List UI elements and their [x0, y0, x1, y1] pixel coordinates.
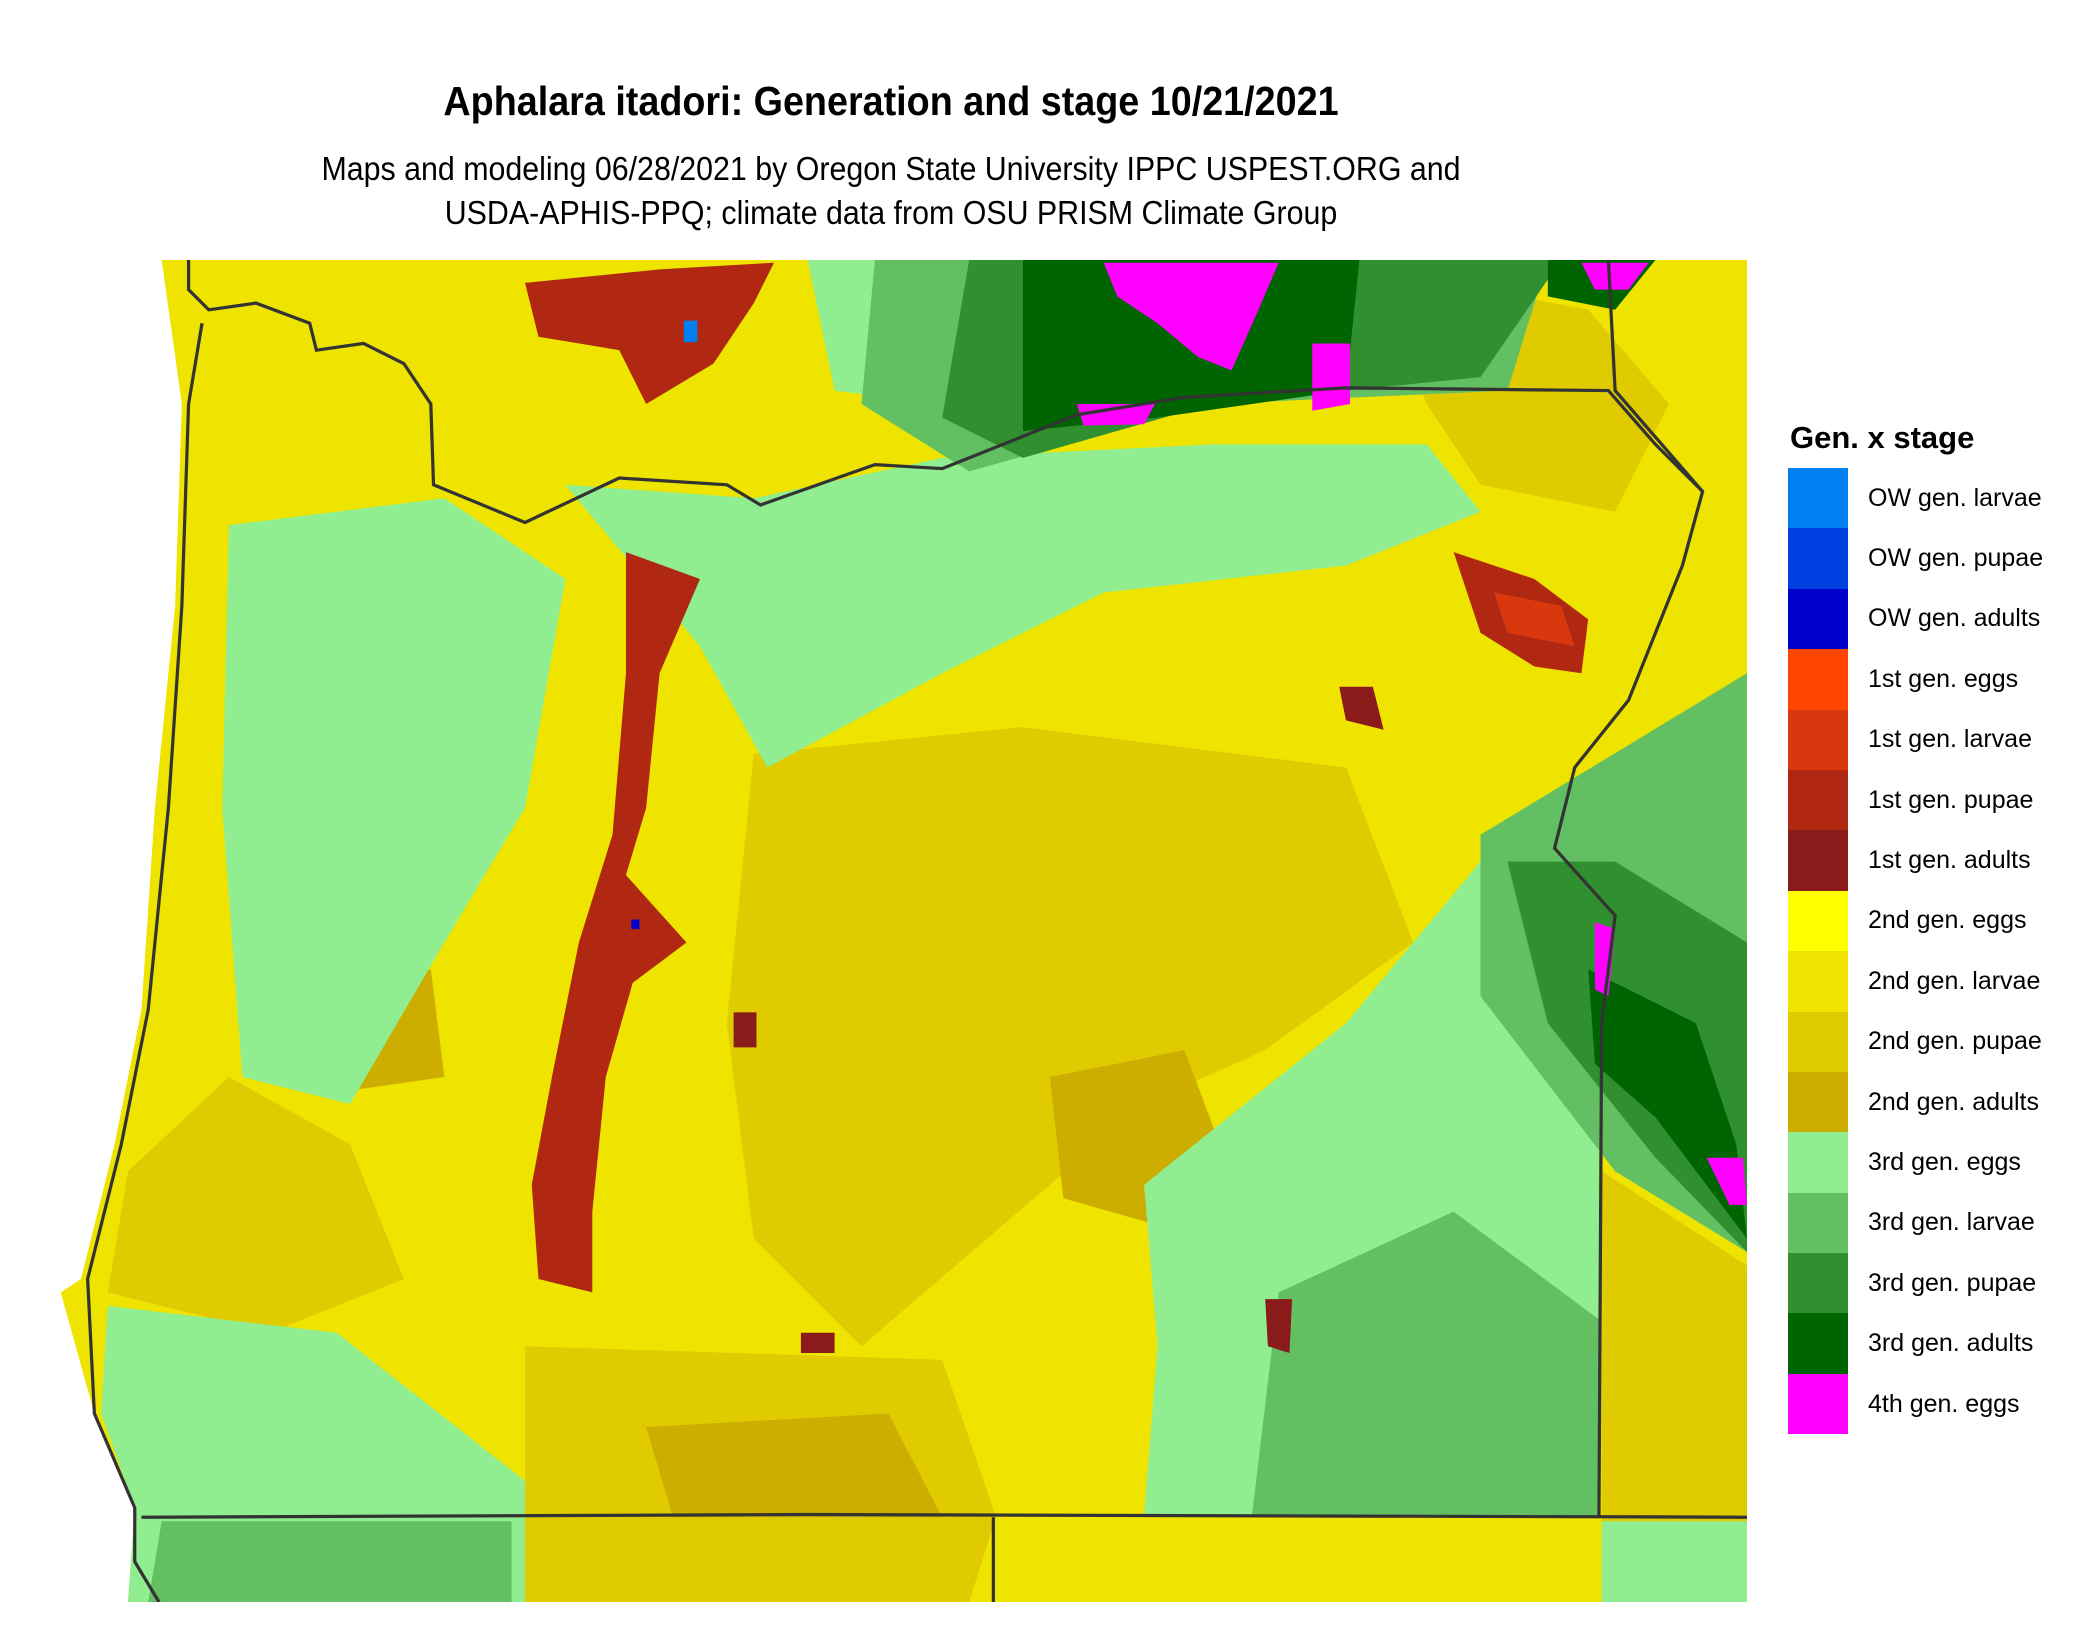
legend-swatch [1788, 1373, 1848, 1435]
zone-ow-gen [631, 919, 640, 929]
zone-3rd-eggs [565, 444, 1481, 768]
legend-item: 4th gen. eggs [1788, 1373, 2043, 1435]
legend-item: 3rd gen. eggs [1788, 1132, 2043, 1193]
legend-swatch [1788, 1071, 1848, 1133]
zone-1st-gen [1265, 1299, 1293, 1353]
legend-label: 3rd gen. pupae [1868, 1268, 2037, 1297]
zone-4th-eggs [1581, 262, 1649, 290]
zone-3rd-larvae [1251, 1211, 1599, 1518]
zone-3rd-larvae [148, 1521, 512, 1602]
legend-swatch [1788, 1253, 1848, 1314]
zone-4th-eggs [1103, 262, 1279, 371]
zone-2nd-pupae [1601, 1171, 1747, 1602]
legend-label: 1st gen. larvae [1868, 725, 2032, 754]
zone-4th-eggs [1594, 922, 1616, 997]
legend-label: OW gen. larvae [1868, 483, 2042, 512]
legend-swatch [1788, 1132, 1848, 1193]
zone-3rd-eggs [222, 498, 566, 1104]
legend-swatch [1788, 528, 1848, 589]
legend-item: 2nd gen. larvae [1788, 951, 2043, 1012]
zone-4th-eggs [1076, 404, 1155, 426]
legend-label: 2nd gen. adults [1868, 1087, 2039, 1116]
legend-label: OW gen. pupae [1868, 544, 2044, 573]
legend-item: 2nd gen. eggs [1788, 890, 2043, 952]
legend-label: 2nd gen. eggs [1868, 906, 2027, 935]
map-title: Aphalara itadori: Generation and stage 1… [443, 78, 1339, 124]
zone-2nd-pupae [726, 727, 1414, 1347]
legend-swatch [1788, 890, 1848, 952]
legend-swatch [1788, 649, 1848, 710]
generation-stage-map [60, 260, 1747, 1602]
state-boundaries [86, 260, 1747, 1602]
idaho-border [1552, 260, 1705, 1518]
coastline-west [86, 322, 204, 1602]
legend-label: 1st gen. pupae [1868, 785, 2034, 814]
legend-item: 3rd gen. larvae [1788, 1192, 2043, 1254]
legend-item: 2nd gen. adults [1788, 1071, 2043, 1133]
legend-swatch [1788, 1313, 1848, 1374]
legend-item: OW gen. larvae [1788, 468, 2043, 529]
legend-item: OW gen. adults [1788, 588, 2043, 650]
legend-label: 3rd gen. eggs [1868, 1147, 2021, 1176]
legend-item: 1st gen. adults [1788, 830, 2043, 891]
legend-swatch [1788, 588, 1848, 650]
legend-item: 2nd gen. pupae [1788, 1011, 2043, 1072]
zone-2nd-adults [646, 1413, 943, 1518]
legend-item: 1st gen. eggs [1788, 649, 2043, 710]
legend-label: 2nd gen. larvae [1868, 966, 2041, 995]
zone-4th-eggs [1706, 1157, 1747, 1205]
zone-3rd-adults [1588, 969, 1747, 1239]
california-border [141, 1512, 1747, 1519]
legend-swatch [1788, 709, 1848, 770]
zone-ow-gen [683, 320, 698, 343]
zone-1st-gen [531, 552, 700, 1293]
legend: Gen. x stage OW gen. larvae OW gen. pupae… [1788, 420, 2044, 1435]
map-subtitle-line2: USDA-APHIS-PPQ; climate data from OSU PR… [444, 194, 1338, 231]
zone-3rd-eggs [1601, 1521, 1747, 1602]
legend-item: 3rd gen. pupae [1788, 1253, 2043, 1314]
legend-label: 1st gen. eggs [1868, 664, 2019, 693]
legend-label: 3rd gen. adults [1868, 1329, 2034, 1358]
legend-swatch [1788, 1011, 1848, 1072]
zone-1st-gen [733, 1012, 757, 1048]
zone-1st-gen [800, 1332, 835, 1353]
zone-1st-gen [525, 262, 774, 405]
legend-label: 4th gen. eggs [1868, 1389, 2020, 1418]
zone-1st-gen [1493, 592, 1575, 647]
zone-1st-gen [1339, 686, 1384, 730]
legend-swatch [1788, 1192, 1848, 1254]
legend-swatch [1788, 951, 1848, 1012]
legend-swatch [1788, 468, 1848, 529]
legend-swatch [1788, 830, 1848, 891]
map-subtitle-line1: Maps and modeling 06/28/2021 by Oregon S… [321, 150, 1461, 187]
coastline [186, 260, 1704, 525]
legend-item: 1st gen. larvae [1788, 709, 2043, 770]
legend-label: 3rd gen. larvae [1868, 1208, 2035, 1237]
legend-label: OW gen. adults [1868, 604, 2041, 633]
legend-item: 3rd gen. adults [1788, 1313, 2043, 1374]
legend-label: 2nd gen. pupae [1868, 1027, 2042, 1056]
zone-2nd-pupae [107, 1077, 404, 1333]
legend-title: Gen. x stage [1790, 420, 1975, 455]
legend-label: 1st gen. adults [1868, 846, 2031, 875]
legend-item: OW gen. pupae [1788, 528, 2044, 589]
legend-swatch [1788, 769, 1848, 831]
zone-4th-eggs [1312, 343, 1350, 411]
legend-item: 1st gen. pupae [1788, 769, 2043, 831]
